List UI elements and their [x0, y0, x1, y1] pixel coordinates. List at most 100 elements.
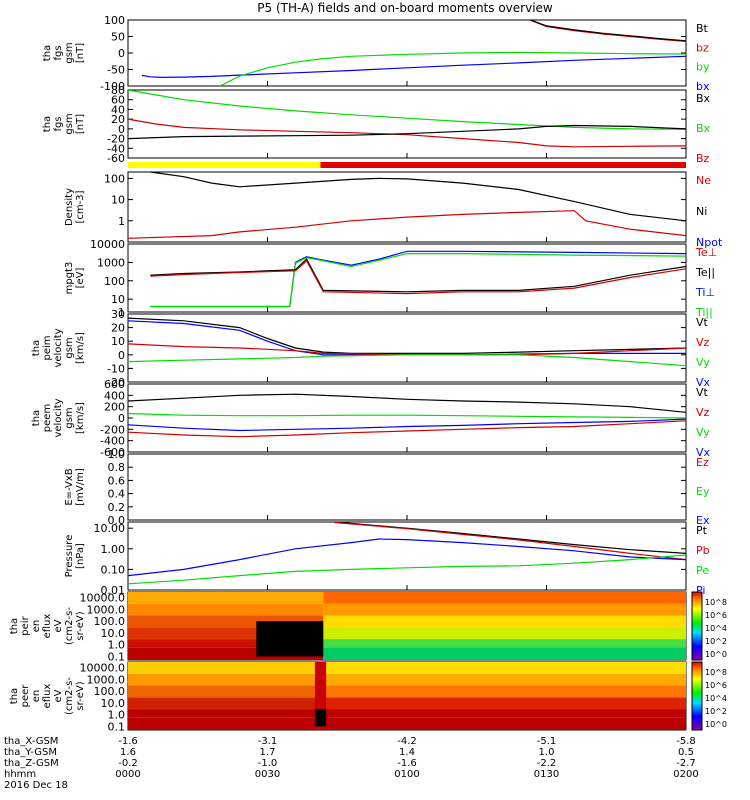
series-line-Vy	[128, 412, 686, 419]
y-tick-label: 10.0	[101, 697, 126, 710]
y-tick-label: 0.4	[108, 488, 126, 501]
y-axis-label: sr-eV)	[75, 611, 86, 640]
series-line-by	[219, 51, 686, 86]
series-line-Vz	[128, 343, 686, 356]
series-line-Ni	[150, 172, 686, 222]
y-tick-label: 1.00	[101, 543, 126, 556]
y-tick-label: 1000	[97, 256, 125, 269]
spectrogram-band	[128, 615, 324, 628]
axis-row-label: hhmm	[4, 769, 36, 780]
panel-frame	[127, 453, 687, 521]
series-line-Bt	[529, 20, 686, 42]
series-line-Te⊥	[150, 259, 686, 295]
legend-entry: Vy	[696, 356, 710, 369]
y-axis-label: gsm	[64, 113, 75, 134]
y-tick-label: 0.1	[108, 720, 126, 733]
legend-entry: Ex	[696, 514, 710, 527]
y-tick-label: 10.00	[94, 522, 126, 535]
time-tick-label: 1.6	[120, 747, 136, 758]
y-tick-label: -10	[107, 362, 125, 375]
y-tick-label: 200	[104, 401, 125, 414]
legend-entry: Pt	[696, 524, 708, 537]
time-tick-label: 1.4	[399, 747, 415, 758]
y-tick-label: 1.0	[108, 639, 126, 652]
panel-frame	[127, 521, 687, 591]
legend-entry: Vt	[696, 386, 709, 399]
colorbar-tick-label: 10^4	[705, 624, 727, 633]
y-tick-label: 0	[118, 123, 125, 136]
y-axis-label: velocity	[53, 328, 64, 367]
y-tick-label: 10	[111, 293, 125, 306]
legend-entry: Npot	[696, 236, 723, 249]
y-axis-label: velocity	[53, 398, 64, 437]
legend-entry: Vy	[696, 426, 710, 439]
y-tick-label: 0.0	[108, 514, 126, 527]
y-tick-label: 40	[111, 103, 125, 116]
spectrogram-band	[323, 647, 686, 660]
colorbar	[691, 591, 703, 661]
y-axis-label: [km/s]	[75, 402, 86, 434]
y-tick-label: -20	[107, 376, 125, 389]
y-tick-label: 20	[111, 322, 125, 335]
legend-entry: Ti||	[695, 306, 713, 319]
series-line-red	[128, 118, 686, 148]
y-tick-label: 1.0	[108, 448, 126, 461]
y-axis-label: [eV]	[75, 268, 86, 289]
legend-entry: Bx	[696, 92, 711, 105]
colorbar-tick-label: 10^8	[705, 598, 727, 607]
time-tick-label: -0.2	[118, 758, 138, 769]
series-line-Ne	[128, 210, 686, 239]
series-line-Pe	[128, 554, 686, 585]
y-tick-label: 600	[104, 378, 125, 391]
series-line-Pb	[334, 522, 686, 561]
series-line-Vx	[128, 418, 686, 432]
spectrogram-image	[128, 592, 686, 660]
colorbar-tick-label: 10^0	[705, 650, 727, 659]
spectrogram-band	[323, 615, 686, 628]
y-tick-label: 0.1	[108, 650, 126, 663]
y-tick-label: 1	[118, 306, 125, 319]
legend-entry: Pe	[696, 564, 709, 577]
y-tick-label: 0.8	[108, 461, 126, 474]
y-tick-label: -100	[100, 80, 125, 93]
y-axis-label: fgs	[53, 116, 64, 131]
y-tick-label: -40	[107, 142, 125, 155]
legend-entry: Vz	[696, 336, 710, 349]
spectrogram-band	[323, 685, 686, 698]
y-axis-label: peem	[42, 404, 53, 432]
series-line-Te||	[150, 258, 686, 293]
time-tick-label: 1.7	[260, 747, 276, 758]
spectrogram-gap	[314, 662, 327, 730]
y-axis-label: [km/s]	[75, 332, 86, 364]
spectrogram-band	[323, 717, 686, 730]
y-axis-label: sr-eV)	[75, 681, 86, 710]
y-axis-label: gsm	[64, 42, 75, 63]
y-tick-label: 10000	[90, 238, 125, 251]
axis-row-label: tha_X-GSM	[4, 736, 58, 747]
series-line-Vz	[128, 420, 686, 438]
legend-entry: Pi	[696, 584, 705, 597]
y-tick-label: 60	[111, 94, 125, 107]
panel-density: 100 10 1 Density [cm-3] Ne Ni Npot	[64, 171, 723, 249]
colorbar-tick-label: 10^4	[705, 694, 727, 703]
y-tick-label: 0.10	[101, 563, 126, 576]
y-tick-label: 100	[104, 14, 125, 27]
time-tick-label: -5.1	[537, 736, 557, 747]
spectrogram-gap	[314, 709, 327, 727]
y-axis-label: [nT]	[75, 114, 86, 134]
y-axis-label: E=-VxB	[64, 468, 75, 505]
time-tick-label: -1.6	[118, 736, 138, 747]
y-axis-label: [nPa]	[75, 543, 86, 569]
legend-entry: Bt	[696, 22, 709, 35]
y-tick-label: 0	[118, 47, 125, 60]
spectrogram-band	[323, 639, 686, 648]
time-tick-label: 0030	[255, 769, 280, 780]
y-axis-label: Pressure	[64, 535, 75, 578]
panel-fgs_gsm: 100 50 0 -50 -100 tha fgs gsm [nT] Bt bz by bx	[42, 14, 710, 93]
colorbar-tick-label: 10^2	[705, 707, 727, 716]
legend-entry: Vx	[696, 446, 711, 459]
